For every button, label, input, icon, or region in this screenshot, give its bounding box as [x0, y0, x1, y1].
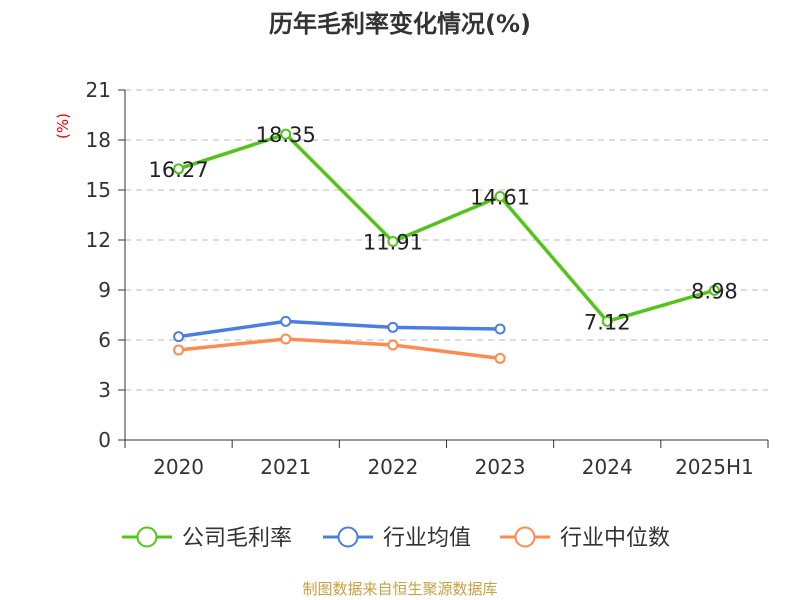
data-point — [173, 331, 185, 343]
data-label: 8.98 — [691, 279, 738, 303]
y-tick-label: 0 — [98, 428, 111, 452]
data-point — [708, 284, 720, 296]
y-tick-label: 6 — [98, 328, 111, 352]
data-point — [173, 163, 185, 175]
data-label: 11.91 — [363, 231, 423, 255]
data-point — [494, 323, 506, 335]
data-point — [494, 352, 506, 364]
x-tick-label: 2022 — [367, 455, 418, 479]
y-tick-label: 12 — [86, 228, 111, 252]
legend-label: 行业中位数 — [560, 526, 670, 551]
y-tick-label: 15 — [86, 178, 111, 202]
data-point — [387, 236, 399, 247]
chart-title: 历年毛利率变化情况(%) — [269, 10, 531, 38]
x-tick-label: 2024 — [582, 455, 633, 479]
data-label: 18.35 — [256, 123, 316, 147]
data-point — [173, 344, 185, 356]
x-tick-label: 2021 — [260, 455, 311, 479]
y-axis-label: (%) — [54, 113, 72, 139]
legend-marker — [514, 526, 536, 548]
legend-marker — [136, 526, 158, 548]
y-tick-label: 9 — [98, 278, 111, 302]
data-point — [280, 333, 292, 345]
data-point — [601, 315, 613, 327]
series-line-1 — [178, 319, 501, 339]
data-point — [387, 321, 399, 333]
data-point — [280, 128, 292, 140]
y-tick-label: 21 — [86, 78, 111, 102]
x-tick-label: 2023 — [475, 455, 526, 479]
x-tick-label: 2020 — [153, 455, 204, 479]
series-line-0 — [178, 132, 715, 324]
data-label: 7.12 — [584, 310, 631, 334]
data-label: 14.61 — [470, 186, 530, 210]
data-label: 16.27 — [149, 158, 209, 182]
data-point — [280, 315, 292, 327]
data-point — [387, 339, 399, 351]
legend-marker — [337, 526, 359, 548]
source-note: 制图数据来自恒生聚源数据库 — [302, 580, 497, 598]
y-tick-label: 18 — [86, 128, 111, 152]
y-tick-label: 3 — [98, 378, 111, 402]
data-point — [494, 191, 506, 202]
legend-label: 行业均值 — [383, 526, 471, 551]
legend-label: 公司毛利率 — [182, 526, 292, 551]
x-tick-label: 2025H1 — [675, 455, 754, 479]
series-line-2 — [178, 337, 501, 361]
